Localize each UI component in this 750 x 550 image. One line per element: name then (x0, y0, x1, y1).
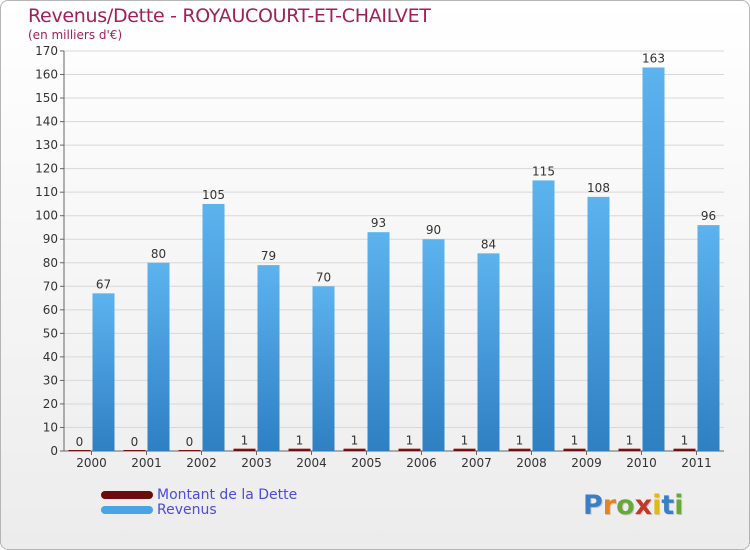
x-tick-label: 2005 (351, 456, 382, 470)
x-tick-label: 2004 (296, 456, 327, 470)
bar-revenus (312, 286, 335, 451)
bar-dette (618, 448, 641, 451)
logo-letter: o (616, 490, 635, 521)
data-label-revenus: 93 (371, 216, 386, 230)
logo-letter: x (634, 490, 653, 521)
data-label-revenus: 115 (532, 164, 555, 178)
bar-dette (233, 448, 256, 451)
data-label-dette: 1 (351, 434, 359, 448)
x-tick-label: 2007 (461, 456, 492, 470)
data-label-revenus: 108 (587, 181, 610, 195)
logo-letter: i (674, 490, 684, 521)
data-label-revenus: 105 (202, 188, 225, 202)
bar-dette (398, 448, 421, 451)
bar-dette (178, 450, 201, 451)
y-tick-label: 70 (43, 279, 58, 293)
legend-item-revenus: Revenus (101, 502, 217, 518)
x-tick-label: 2008 (516, 456, 547, 470)
y-tick-label: 50 (43, 326, 58, 340)
bar-revenus (92, 293, 115, 451)
legend-swatch-revenus (101, 506, 153, 514)
data-label-dette: 1 (461, 434, 469, 448)
x-tick-label: 2009 (571, 456, 602, 470)
data-label-dette: 0 (131, 435, 139, 449)
data-label-dette: 0 (186, 435, 194, 449)
bar-revenus (642, 67, 665, 452)
legend-swatch-dette (101, 491, 153, 499)
y-tick-label: 20 (43, 397, 58, 411)
y-tick-label: 60 (43, 303, 58, 317)
data-label-revenus: 67 (96, 277, 111, 291)
data-label-dette: 1 (626, 434, 634, 448)
x-tick-label: 2010 (626, 456, 657, 470)
logo-letter: P (583, 490, 603, 521)
bar-revenus (147, 262, 170, 451)
data-label-revenus: 80 (151, 247, 166, 261)
bar-revenus (477, 253, 500, 451)
data-label-dette: 1 (406, 434, 414, 448)
y-tick-label: 160 (35, 68, 58, 82)
y-tick-label: 0 (50, 444, 58, 458)
bar-dette (343, 448, 366, 451)
y-tick-label: 80 (43, 256, 58, 270)
legend-label-revenus: Revenus (157, 502, 217, 518)
data-label-dette: 1 (571, 434, 579, 448)
x-tick-label: 2000 (76, 456, 107, 470)
bar-dette (508, 448, 531, 451)
y-tick-label: 10 (43, 420, 58, 434)
data-label-revenus: 84 (481, 237, 496, 251)
x-tick-label: 2002 (186, 456, 217, 470)
y-tick-label: 120 (35, 162, 58, 176)
bar-revenus (587, 196, 610, 451)
bar-dette (123, 450, 146, 451)
legend-item-dette: Montant de la Dette (101, 487, 297, 503)
data-label-revenus: 96 (701, 209, 716, 223)
y-tick-label: 110 (35, 185, 58, 199)
logo-letter: i (652, 490, 662, 521)
data-label-dette: 1 (241, 434, 249, 448)
data-label-revenus: 163 (642, 51, 665, 65)
y-tick-label: 130 (35, 138, 58, 152)
bar-dette (68, 450, 91, 451)
data-label-revenus: 70 (316, 270, 331, 284)
x-tick-label: 2003 (241, 456, 272, 470)
bar-revenus (532, 180, 555, 452)
data-label-revenus: 90 (426, 223, 441, 237)
data-label-dette: 1 (681, 434, 689, 448)
bar-revenus (257, 265, 280, 451)
logo-letter: t (661, 490, 675, 521)
data-label-dette: 0 (76, 435, 84, 449)
y-tick-label: 140 (35, 115, 58, 129)
y-tick-label: 170 (35, 44, 58, 58)
proxiti-logo: Proxiti (583, 490, 684, 521)
data-label-revenus: 79 (261, 249, 276, 263)
legend-label-dette: Montant de la Dette (157, 487, 298, 503)
y-tick-label: 150 (35, 91, 58, 105)
logo-letter: r (602, 490, 617, 521)
bar-revenus (697, 225, 720, 451)
bar-revenus (367, 232, 390, 451)
data-label-dette: 1 (296, 434, 304, 448)
y-tick-label: 90 (43, 232, 58, 246)
chart-subtitle: (en milliers d'€) (28, 28, 123, 42)
bar-revenus (422, 239, 445, 451)
data-label-dette: 1 (516, 434, 524, 448)
bar-revenus (202, 203, 225, 451)
x-tick-label: 2006 (406, 456, 437, 470)
bar-dette (453, 448, 476, 451)
x-tick-label: 2011 (681, 456, 712, 470)
chart-title: Revenus/Dette - ROYAUCOURT-ET-CHAILVET (28, 5, 431, 27)
y-tick-label: 40 (43, 350, 58, 364)
x-tick-label: 2001 (131, 456, 162, 470)
bar-dette (673, 448, 696, 451)
y-tick-label: 30 (43, 373, 58, 387)
bar-dette (288, 448, 311, 451)
bar-dette (563, 448, 586, 451)
y-tick-label: 100 (35, 209, 58, 223)
